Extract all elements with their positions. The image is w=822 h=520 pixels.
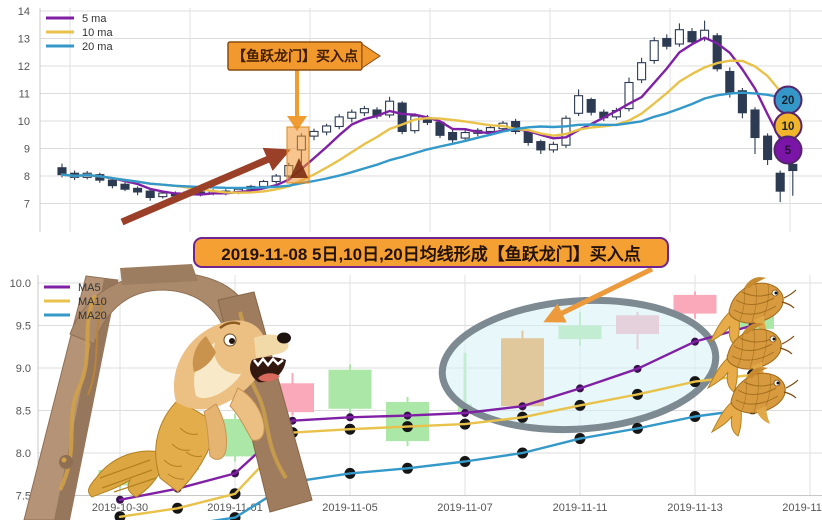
candle (322, 123, 332, 136)
svg-text:2019-10-30: 2019-10-30 (92, 502, 148, 514)
legend-5ma-label: 5 ma (82, 13, 107, 25)
dog-ear (192, 336, 216, 372)
candle (561, 115, 571, 148)
svg-text:2019-11-11: 2019-11-11 (553, 502, 608, 514)
top-daily-chart: 14 13 12 11 10 9 8 7 【鱼跃龙门】买入点 20 10 5 (18, 6, 822, 232)
svg-text:12: 12 (18, 61, 30, 73)
legend-ma10-label: MA10 (78, 296, 107, 308)
candle (548, 141, 558, 153)
ma5-badge-label: 5 (785, 145, 792, 157)
legend-20ma-label: 20 ma (82, 41, 113, 53)
svg-text:2019-11-15: 2019-11-15 (782, 502, 822, 514)
candle (460, 130, 470, 141)
legend-10ma-label: 10 ma (82, 27, 113, 39)
candle (712, 33, 722, 72)
svg-text:2019-11-13: 2019-11-13 (667, 502, 722, 514)
candle (673, 291, 717, 319)
ma10-badge-label: 10 (782, 121, 795, 133)
dragon-carving-left (58, 294, 97, 491)
svg-text:10: 10 (18, 116, 30, 128)
candle (334, 114, 344, 130)
ma20-badge-label: 20 (782, 95, 795, 107)
bottom-chart-legend: MA5 MA10 MA20 (44, 282, 107, 322)
candle (750, 107, 760, 154)
fish-scale-body (155, 399, 219, 493)
candle (775, 170, 785, 203)
candle (448, 129, 458, 143)
candle (687, 28, 697, 46)
callout-tip-icon (361, 43, 381, 69)
svg-text:14: 14 (18, 6, 30, 18)
candle (271, 173, 281, 184)
svg-text:7.5: 7.5 (16, 491, 31, 503)
svg-text:2019-11-07: 2019-11-07 (437, 502, 492, 514)
candle (328, 364, 372, 414)
candle (574, 89, 584, 117)
svg-text:9.0: 9.0 (16, 363, 31, 375)
fish-tail-fin (88, 450, 163, 498)
candle (637, 57, 647, 84)
top-chart-legend: 5 ma 10 ma 20 ma (46, 13, 113, 53)
dog-nose (277, 332, 291, 344)
svg-text:2019-11-01: 2019-11-01 (207, 502, 262, 514)
candle (788, 162, 798, 196)
svg-text:2019-11-05: 2019-11-05 (322, 502, 377, 514)
candle (586, 97, 596, 116)
svg-text:11: 11 (19, 89, 30, 101)
svg-text:8.0: 8.0 (16, 448, 31, 460)
candle (536, 139, 546, 154)
ma5-badge (773, 135, 803, 165)
buy-callout: 【鱼跃龙门】买入点 (227, 41, 381, 184)
bottom-zoom-chart: 10.0 9.5 9.0 8.5 8.0 7.5 2019-10-30 2019-11-01 2… (10, 264, 822, 520)
svg-text:8: 8 (24, 171, 30, 183)
candle (662, 34, 672, 50)
candle (309, 128, 319, 141)
svg-text:7: 7 (24, 199, 30, 211)
ma-badges: 20 10 5 (773, 85, 803, 165)
dogfish-illustration (88, 320, 291, 498)
candle (397, 101, 407, 135)
svg-text:13: 13 (18, 34, 30, 46)
legend-ma20-label: MA20 (78, 310, 107, 322)
candle (107, 178, 117, 189)
svg-text:8.5: 8.5 (16, 406, 31, 418)
candle (649, 37, 659, 64)
dog-front-leg (229, 387, 265, 441)
candle (145, 189, 155, 201)
svg-text:9.5: 9.5 (16, 321, 31, 333)
pointer-arrow (543, 266, 654, 323)
buy-marker-triangle-icon (290, 158, 308, 178)
pattern-ellipse (438, 296, 720, 434)
callout-arrowhead-icon (287, 116, 307, 131)
candle (410, 113, 420, 134)
candle (133, 186, 143, 196)
candle (624, 77, 634, 112)
buy-signal-banner: 2019-11-08 5日,10日,20日均线形成【鱼跃龙门】买入点 (193, 237, 669, 268)
candle (385, 96, 395, 118)
legend-ma5-label: MA5 (78, 282, 101, 294)
callout-label: 【鱼跃龙门】买入点 (232, 48, 358, 64)
uptrend-arrow (120, 147, 291, 226)
candle (674, 23, 684, 47)
candle (359, 105, 369, 117)
svg-text:9: 9 (24, 144, 30, 156)
candle (511, 118, 521, 135)
candle (763, 133, 773, 165)
candle (120, 182, 130, 192)
svg-text:10.0: 10.0 (10, 278, 31, 290)
candle (347, 109, 357, 123)
